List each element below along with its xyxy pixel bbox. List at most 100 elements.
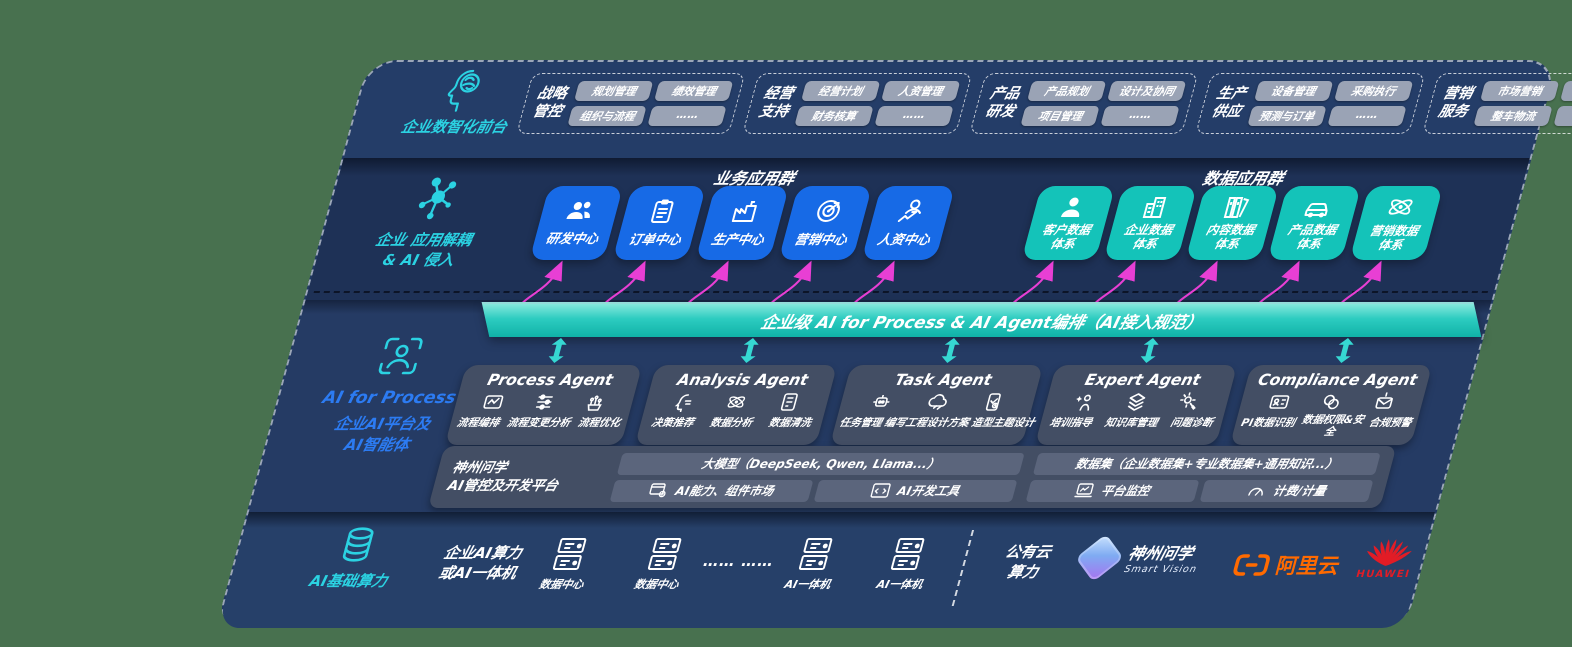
team-icon bbox=[565, 201, 590, 219]
chip: …… bbox=[1327, 106, 1407, 126]
decoupling-label-line2: & AI 侵入 bbox=[380, 251, 457, 270]
chip: …… bbox=[647, 106, 728, 126]
node-ai-appliance-2: AI一体机 bbox=[865, 536, 944, 592]
customer-icon bbox=[1061, 197, 1080, 217]
chip: 预测与订单 bbox=[1247, 106, 1327, 126]
metering-bar: 计费/计量 bbox=[1199, 479, 1374, 502]
chip: 设计及协同 bbox=[1107, 81, 1187, 101]
change-analysis-icon bbox=[535, 394, 553, 410]
chip: 财务核算 bbox=[794, 106, 874, 126]
app-marketing-center: 营销中心 bbox=[778, 186, 873, 260]
design-check-icon bbox=[985, 393, 1001, 411]
node-datacenter-2: 数据中心 bbox=[622, 536, 701, 592]
chip: 采购执行 bbox=[1333, 81, 1414, 101]
decoupling-side-label: 企业 应用解耦 & AI 侵入 bbox=[328, 176, 529, 271]
chip: 人资管理 bbox=[880, 81, 961, 101]
aliyun-brackets-logo bbox=[1233, 554, 1270, 576]
pi-id-card-icon bbox=[1269, 395, 1290, 409]
brain-icon bbox=[447, 69, 480, 112]
knowledge-layers-icon bbox=[1128, 393, 1146, 411]
app-customer-data: 客户数据体系 bbox=[1021, 186, 1116, 260]
server-icon bbox=[647, 538, 682, 570]
group-product-rd: 产品研发 产品规划 设计及协同 项目管理 …… bbox=[969, 73, 1199, 134]
chip: 整车物流 bbox=[1473, 106, 1553, 126]
node-datacenter-1: 数据中心 bbox=[527, 536, 606, 592]
front-office-groups: 战略管控 规划管理 绩效管理 组织与流程 …… 经营支持 经营计划 人资管理 财… bbox=[516, 73, 1572, 134]
data-permission-icon bbox=[1324, 394, 1340, 410]
components-market-bar: AI能力、组件市场 bbox=[609, 479, 814, 502]
compliance-alert-icon bbox=[1375, 392, 1393, 409]
huawei-name: HUAWEI bbox=[1354, 569, 1412, 580]
monitor-bar: 平台监控 bbox=[1025, 479, 1200, 502]
dashed-vertical-divider bbox=[951, 530, 975, 606]
app-order-center: 订单中心 bbox=[612, 186, 707, 260]
process-orchestration-icon bbox=[483, 395, 504, 409]
clipboard-icon bbox=[651, 199, 674, 223]
training-icon bbox=[1076, 394, 1092, 411]
aliyun-name: 阿里云 bbox=[1273, 554, 1343, 578]
architecture-panel: 企业数智化前台 战略管控 规划管理 绩效管理 组织与流程 …… 经营支持 经营计… bbox=[216, 60, 1572, 628]
chip: 规划管理 bbox=[574, 81, 654, 101]
front-office-side-label: 企业数智化前台 bbox=[371, 68, 549, 137]
chip: 市场营销 bbox=[1480, 81, 1560, 101]
data-clean-icon bbox=[780, 393, 798, 411]
ai-platform-side-label: AI for Process 企业AI平台及 AI智能体 bbox=[274, 334, 507, 456]
chip: …… bbox=[1100, 106, 1180, 126]
shenzhou-name: 神州问学 bbox=[1126, 544, 1196, 563]
public-cloud-label: 公有云 算力 bbox=[1003, 543, 1054, 582]
metering-gauge-icon bbox=[1247, 487, 1263, 496]
agent-card-process: Process Agent 流程编排 流程变更分析 流程优化 bbox=[444, 365, 643, 445]
app-marketing-data: 营销数据体系 bbox=[1349, 186, 1444, 260]
content-books-icon bbox=[1223, 196, 1250, 218]
devtools-icon bbox=[870, 483, 891, 498]
vendor-aliyun: 阿里云 bbox=[1229, 550, 1344, 580]
chip: 组织与流程 bbox=[567, 106, 648, 126]
hr-growth-icon bbox=[897, 199, 922, 222]
group-operation: 经营支持 经营计划 人资管理 财务核算 …… bbox=[742, 73, 973, 134]
target-icon bbox=[817, 200, 840, 222]
ellipsis-dots: …… …… bbox=[701, 552, 777, 570]
app-enterprise-data: 企业数据体系 bbox=[1103, 186, 1198, 260]
factory-icon bbox=[731, 200, 757, 222]
enterprise-building-icon bbox=[1142, 196, 1167, 218]
chip: …… bbox=[874, 106, 954, 126]
vendor-shenzhou-wenxue: 神州问学 Smart Vision bbox=[1075, 533, 1205, 582]
ai-orchestration-banner: 企业级 AI for Process & AI Agent编排（AI接入规范） bbox=[481, 302, 1482, 337]
chip: 项目管理 bbox=[1020, 106, 1100, 126]
agent-card-expert: Expert Agent 培训指导 知识库管理 问题诊断 bbox=[1034, 365, 1238, 445]
model-group: 大模型（DeepSeek, Qwen, Llama...） AI能力、组件市场 … bbox=[609, 452, 1025, 502]
chip: 客户关系 bbox=[1560, 81, 1572, 101]
group-marketing-service: 营销服务 市场营销 客户关系 整车物流 …… bbox=[1421, 73, 1572, 134]
vehicle-icon bbox=[1304, 202, 1328, 218]
dataset-bar: 数据集（企业数据集+专业数据集+通用知识...） bbox=[1032, 452, 1381, 475]
dataset-group: 数据集（企业数据集+专业数据集+通用知识...） 平台监控 计费/计量 bbox=[1025, 452, 1381, 502]
application-band: 企业 应用解耦 & AI 侵入 业务应用群 数据应用群 研发中心 bbox=[305, 158, 1530, 300]
infra-label: AI基础算力 bbox=[307, 572, 390, 590]
chip: 经营计划 bbox=[800, 81, 881, 101]
group-production-supply: 生产供应 设备管理 采购执行 预测与订单 …… bbox=[1195, 73, 1426, 134]
scan-person-icon bbox=[378, 337, 423, 375]
dashed-separator-line bbox=[313, 291, 1489, 293]
platform-strip: 神州问学 AI管控及开发平台 大模型（DeepSeek, Qwen, Llama… bbox=[427, 446, 1397, 508]
chip: 设备管理 bbox=[1253, 81, 1334, 101]
decision-head-icon bbox=[674, 394, 692, 412]
infrastructure-band: AI基础算力 企业AI算力 或AI一体机 数据中心 数据中心 …… …… bbox=[217, 512, 1435, 628]
agent-card-task: Task Agent 任务管理 编写工程设计方案 造型主题设计 bbox=[829, 365, 1044, 445]
diagnosis-gear-icon bbox=[1179, 392, 1196, 410]
server-icon bbox=[798, 538, 833, 570]
decoupling-label-line1: 企业 应用解耦 bbox=[373, 231, 474, 249]
database-icon bbox=[342, 527, 374, 562]
server-icon bbox=[890, 538, 925, 570]
app-content-data: 内容数据体系 bbox=[1185, 186, 1280, 260]
node-ai-appliance-1: AI一体机 bbox=[773, 536, 852, 592]
optimization-icon bbox=[587, 395, 602, 411]
molecule-icon bbox=[418, 177, 457, 220]
shenzhou-diamond-logo bbox=[1075, 533, 1124, 582]
chip: …… bbox=[1553, 106, 1572, 126]
agent-card-analysis: Analysis Agent 决策推荐 数据分析 数据清洗 bbox=[634, 365, 838, 445]
app-product-data: 产品数据体系 bbox=[1267, 186, 1362, 260]
huawei-flower-logo bbox=[1367, 539, 1412, 566]
devtools-bar: AI开发工具 bbox=[813, 479, 1018, 502]
front-office-band: 企业数智化前台 战略管控 规划管理 绩效管理 组织与流程 …… 经营支持 经营计… bbox=[343, 62, 1572, 158]
